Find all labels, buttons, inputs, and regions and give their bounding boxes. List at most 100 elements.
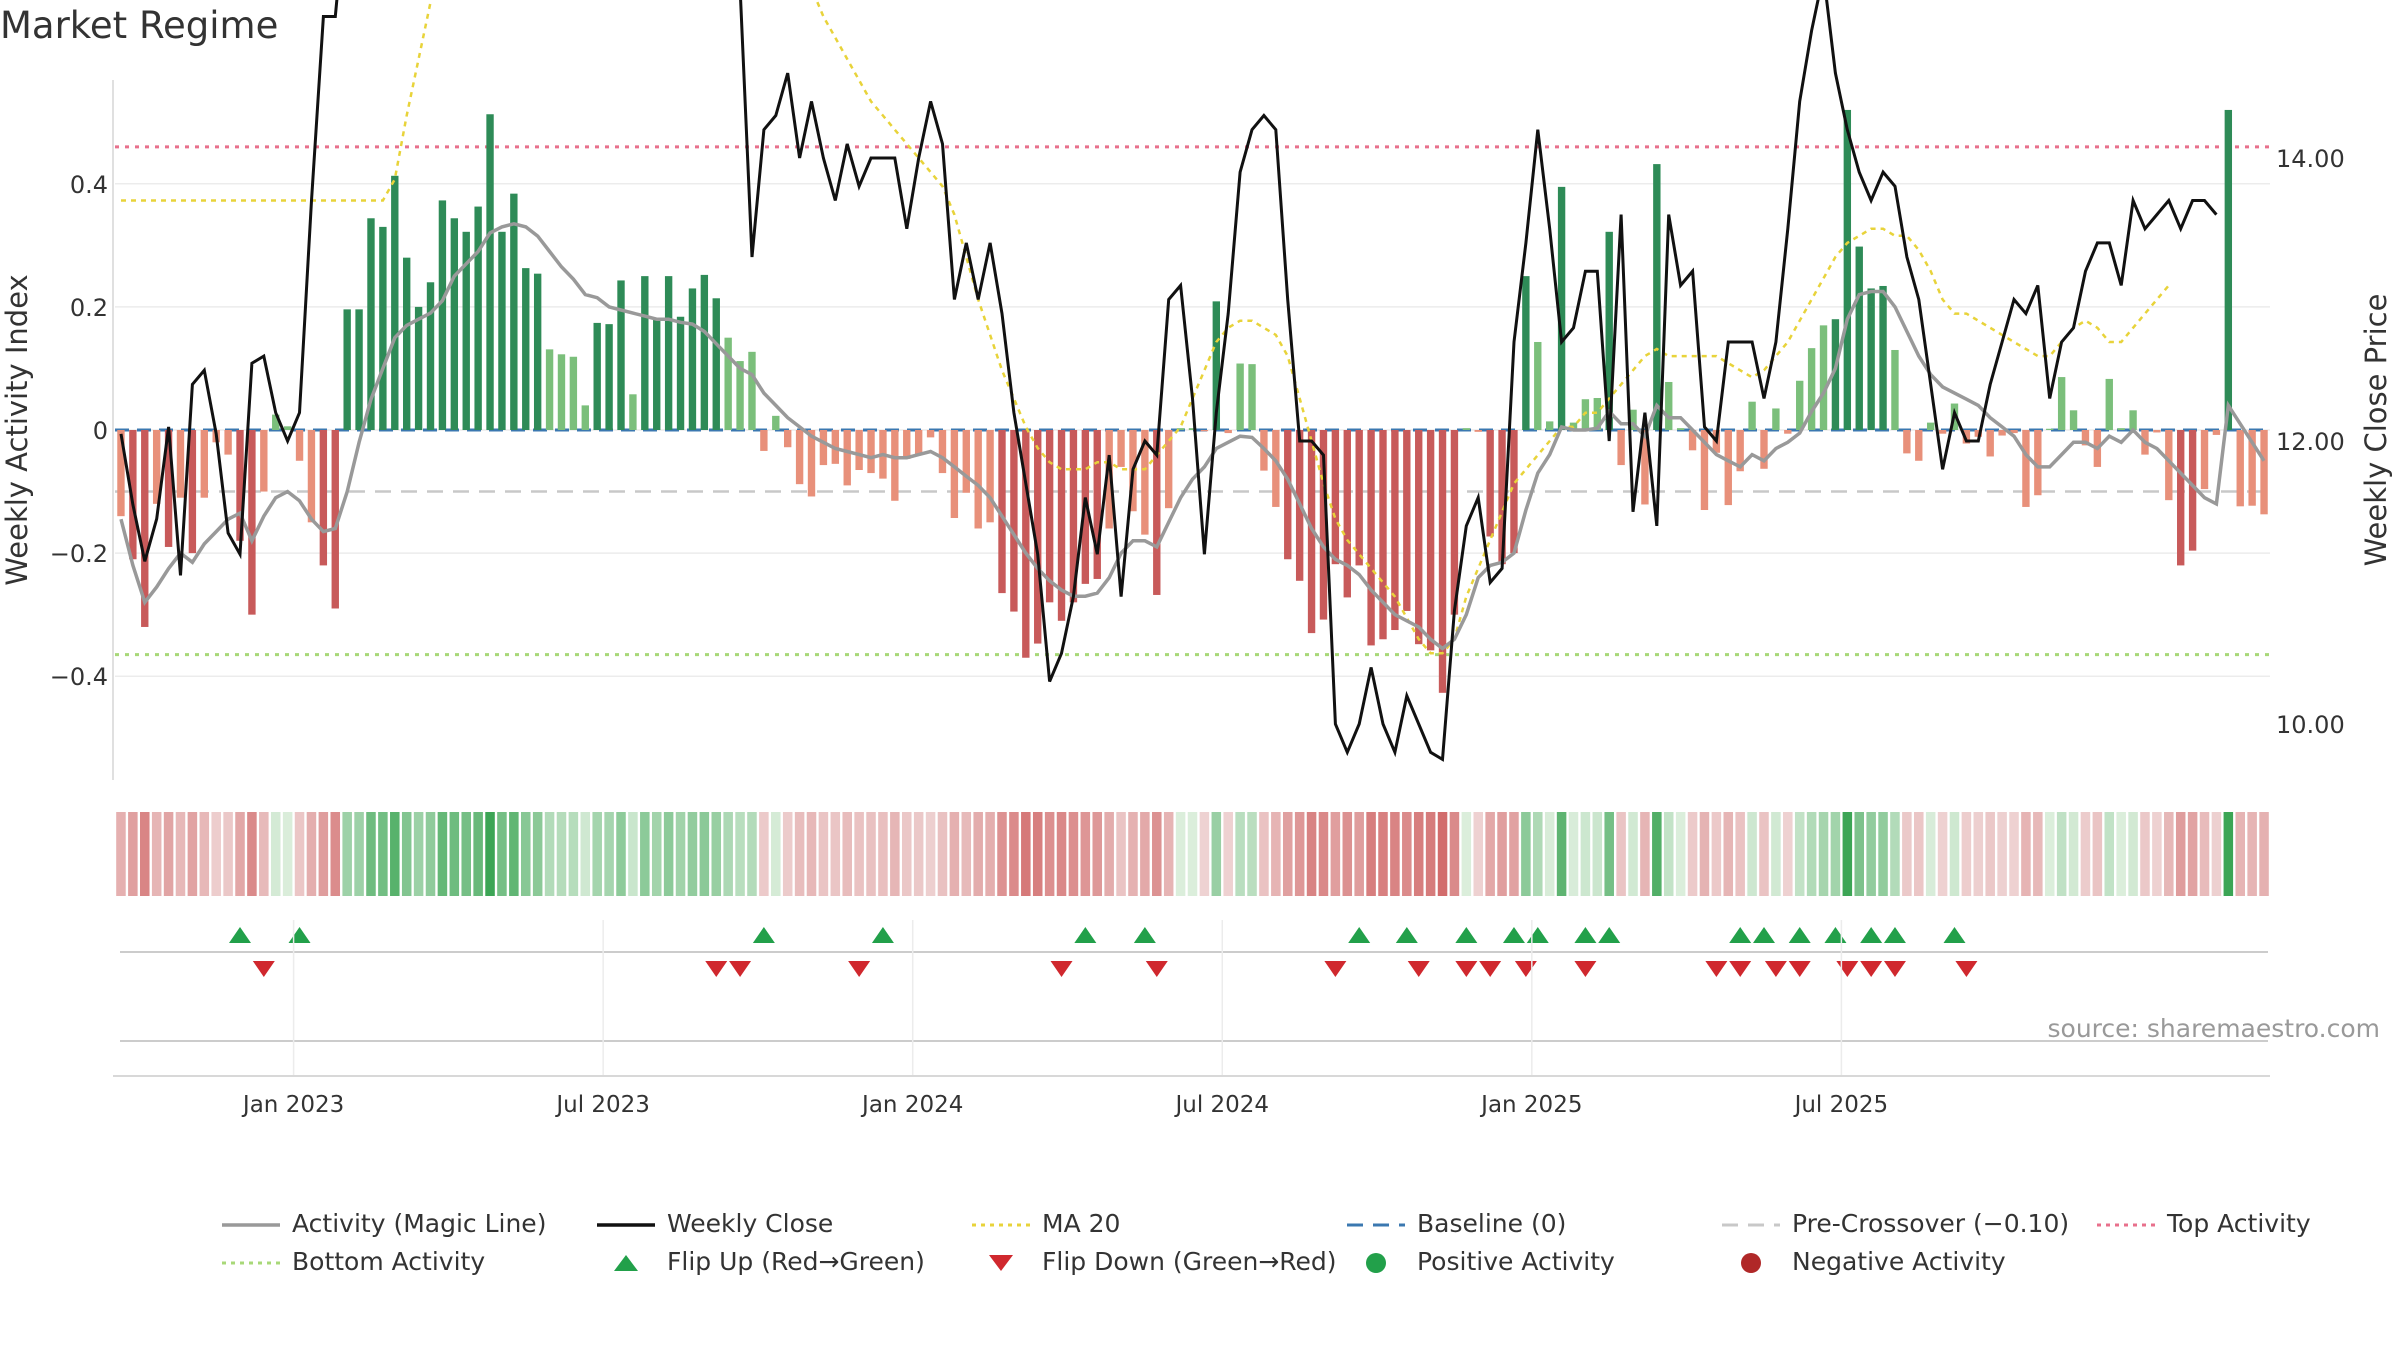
heat-cell [425, 812, 436, 896]
heat-cell [1437, 812, 1448, 896]
heat-cell [949, 812, 960, 896]
heat-cell [2235, 812, 2245, 896]
activity-bar [1319, 430, 1328, 620]
legend-label: Flip Up (Red→Green) [667, 1247, 925, 1276]
heat-cell [1425, 812, 1436, 896]
heat-cell [1663, 812, 1674, 896]
legend-symbol [1722, 1211, 1780, 1243]
activity-bar [533, 273, 542, 430]
activity-bar [2129, 410, 2137, 430]
activity-bar [1641, 430, 1649, 505]
activity-bar [1438, 430, 1447, 693]
flip-up-marker [1729, 927, 1752, 943]
flip-down-marker [1145, 961, 1168, 977]
activity-bar [593, 322, 601, 430]
heat-cell [223, 812, 233, 896]
legend-symbol [1722, 1249, 1780, 1281]
activity-bar [1141, 430, 1149, 535]
heat-cell [2104, 812, 2115, 896]
heat-cell [1199, 812, 1210, 896]
activity-bar [2022, 430, 2030, 507]
y-axis-label-right: Weekly Close Price [2359, 294, 2393, 567]
heat-cell [1116, 812, 1126, 896]
activity-bar [319, 430, 328, 566]
activity-bar [283, 426, 292, 430]
x-tick-label: Jul 2023 [554, 1092, 650, 1118]
heat-cell [1818, 812, 1829, 896]
heat-cell [1080, 812, 1091, 896]
heat-cell [532, 812, 543, 896]
activity-bar [1653, 164, 1661, 430]
activity-bar [1212, 301, 1221, 430]
activity-bar [522, 268, 530, 430]
heat-cell [1342, 812, 1353, 896]
legend-label: Pre-Crossover (−0.10) [1792, 1209, 2070, 1238]
activity-bar [926, 430, 935, 438]
heat-cell [282, 812, 293, 896]
heat-cell [1652, 812, 1662, 896]
heat-cell [1711, 812, 1722, 896]
legend-label: Negative Activity [1792, 1247, 2006, 1276]
activity-bar [688, 288, 697, 430]
heat-cell [723, 812, 733, 896]
legend-label: Baseline (0) [1417, 1209, 1567, 1238]
heat-cell [1247, 812, 1257, 896]
activity-bar [1022, 430, 1030, 658]
heat-cell [2199, 812, 2210, 896]
activity-bar [474, 206, 482, 430]
flip-up-marker [1943, 927, 1966, 943]
flip-up-marker [1526, 927, 1549, 943]
flip-up-marker [1883, 927, 1906, 943]
heat-cell [1961, 812, 1972, 896]
legend-label: Weekly Close [667, 1209, 834, 1238]
legend-label: Bottom Activity [292, 1247, 486, 1276]
heat-cell [294, 812, 305, 896]
activity-bar [1962, 430, 1971, 444]
heat-cell [1044, 812, 1055, 896]
activity-bar [1415, 430, 1423, 645]
heat-cell [675, 812, 686, 896]
heat-cell [413, 812, 424, 896]
legend-symbol [597, 1249, 655, 1281]
activity-bar [1176, 428, 1185, 430]
heat-cell [1735, 812, 1745, 896]
heat-cell [1890, 812, 1900, 896]
heat-cell [509, 812, 519, 896]
x-tick-label: Jan 2023 [241, 1092, 344, 1118]
activity-bar [1486, 430, 1494, 537]
heat-cell [616, 812, 626, 896]
heat-cell [1152, 812, 1162, 896]
activity-bar [1688, 430, 1697, 451]
activity-bar [2081, 430, 2090, 446]
legend-label: Positive Activity [1417, 1247, 1615, 1276]
activity-bar [2165, 430, 2173, 501]
activity-bar [141, 430, 149, 627]
heat-cell [699, 812, 710, 896]
heat-cell [913, 812, 924, 896]
flip-markers [120, 927, 2268, 977]
heat-cell [2009, 812, 2019, 896]
series-lines [119, 0, 2266, 762]
heat-cell [1163, 812, 1174, 896]
heat-cell [128, 812, 138, 896]
activity-bar [260, 430, 268, 492]
heat-cell [437, 812, 448, 896]
heat-cell [199, 812, 210, 896]
activity-bar [1545, 421, 1554, 430]
activity-bar [1188, 428, 1197, 430]
activity-bar [367, 218, 375, 430]
legend-label: Top Activity [2167, 1209, 2311, 1238]
activity-bar [843, 430, 851, 486]
activity-bar [1617, 430, 1625, 466]
activity-bar [1843, 109, 1852, 430]
activity-bar [295, 430, 304, 461]
activity-bar [1284, 430, 1292, 560]
chart-title: Market Regime [0, 4, 279, 47]
heat-cell [663, 812, 674, 896]
activity-bar [176, 430, 185, 498]
heat-cell [449, 812, 460, 896]
heat-cell [1544, 812, 1555, 896]
activity-bar [998, 430, 1006, 594]
activity-bar [712, 298, 720, 430]
